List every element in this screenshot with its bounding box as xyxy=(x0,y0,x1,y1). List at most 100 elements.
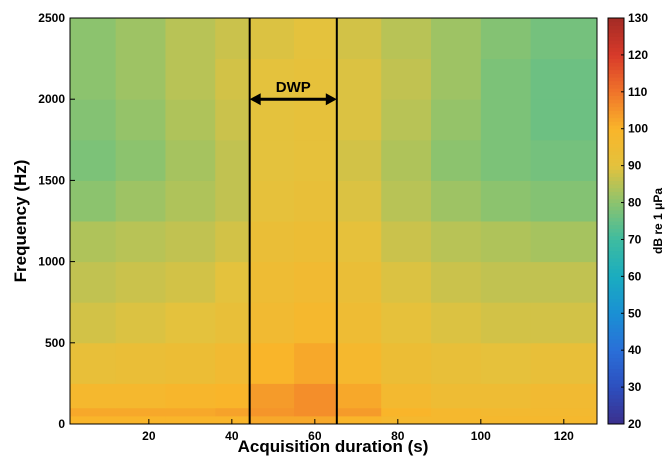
colorbar-swatch xyxy=(608,261,624,266)
heatmap-cell xyxy=(70,139,117,181)
heatmap-cell xyxy=(294,139,337,181)
colorbar-swatch xyxy=(608,84,624,89)
colorbar-swatch xyxy=(608,51,624,56)
colorbar-swatch xyxy=(608,32,624,37)
heatmap-cell xyxy=(530,58,598,100)
heatmap-cell xyxy=(165,139,216,181)
heatmap-cell xyxy=(480,342,532,384)
colorbar-swatch xyxy=(608,361,624,366)
heatmap-cell xyxy=(165,261,216,303)
heatmap-cell xyxy=(115,180,166,222)
colorbar-tick-label: 40 xyxy=(628,343,642,357)
colorbar-swatch xyxy=(608,398,624,403)
colorbar-swatch xyxy=(608,316,624,322)
colorbar-swatch xyxy=(608,176,624,181)
heatmap-cell xyxy=(480,99,532,141)
heatmap-cell xyxy=(70,407,117,417)
colorbar-swatch xyxy=(608,235,624,240)
colorbar-tick-label: 60 xyxy=(628,269,642,283)
colorbar-swatch xyxy=(608,243,624,248)
colorbar-swatch xyxy=(608,180,624,185)
heatmap-cell xyxy=(480,261,532,303)
colorbar-swatch xyxy=(608,36,624,41)
heatmap-cell xyxy=(431,407,482,417)
heatmap-cell xyxy=(335,342,382,384)
heatmap-cell xyxy=(215,407,249,417)
colorbar-swatch xyxy=(608,173,624,178)
heatmap-cell xyxy=(165,407,216,417)
colorbar-swatch xyxy=(608,169,624,174)
heatmap-cell xyxy=(248,407,295,417)
heatmap-cell xyxy=(248,139,295,181)
colorbar-swatch xyxy=(608,121,624,126)
heatmap-cell xyxy=(215,383,249,409)
heatmap-cell xyxy=(70,58,117,100)
heatmap-cell xyxy=(165,302,216,344)
colorbar-swatch xyxy=(608,136,624,141)
y-tick-label: 2500 xyxy=(38,11,65,25)
colorbar-label: dB re 1 μPa xyxy=(651,188,665,254)
heatmap-cell xyxy=(480,302,532,344)
heatmap-cell xyxy=(431,18,482,60)
heatmap-cell xyxy=(480,139,532,181)
heatmap-cell xyxy=(294,58,337,100)
y-axis-label: Frequency (Hz) xyxy=(11,160,30,283)
colorbar-swatch xyxy=(608,77,624,82)
colorbar-swatch xyxy=(608,342,624,347)
heatmap-cell xyxy=(248,221,295,263)
heatmap-cell xyxy=(215,139,249,181)
heatmap-cell xyxy=(294,180,337,222)
heatmap-cell xyxy=(381,261,432,303)
heatmap-cell xyxy=(335,221,382,263)
colorbar-tick-label: 90 xyxy=(628,159,642,173)
colorbar-swatch xyxy=(608,54,624,60)
colorbar-swatch xyxy=(608,113,624,119)
colorbar-tick-label: 130 xyxy=(628,11,648,25)
colorbar-swatch xyxy=(608,401,624,407)
colorbar-swatch xyxy=(608,91,624,97)
y-tick-label: 2000 xyxy=(38,92,65,106)
colorbar-swatch xyxy=(608,313,624,318)
colorbar-swatch xyxy=(608,364,624,370)
colorbar-swatch xyxy=(608,232,624,237)
colorbar-swatch xyxy=(608,209,624,215)
heatmap-cell xyxy=(381,180,432,222)
colorbar-swatch xyxy=(608,283,624,288)
heatmap-cell xyxy=(215,261,249,303)
colorbar-swatch xyxy=(608,187,624,192)
arrow-head xyxy=(249,93,261,106)
heatmap-cell xyxy=(294,407,337,417)
heatmap-cell xyxy=(115,221,166,263)
heatmap-cell xyxy=(294,99,337,141)
heatmap-cell xyxy=(70,342,117,384)
colorbar-swatch xyxy=(608,350,624,355)
colorbar-swatch xyxy=(608,158,624,163)
colorbar-tick-label: 80 xyxy=(628,196,642,210)
colorbar-swatch xyxy=(608,276,624,281)
x-tick-label: 80 xyxy=(391,429,405,443)
colorbar-swatch xyxy=(608,268,624,274)
heatmap-cell xyxy=(480,58,532,100)
dwp-label: DWP xyxy=(276,79,311,96)
heatmap-cell xyxy=(248,261,295,303)
heatmap-cell xyxy=(431,221,482,263)
x-tick-label: 120 xyxy=(554,429,574,443)
heatmap-cell xyxy=(381,302,432,344)
heatmap-cell xyxy=(431,180,482,222)
colorbar-swatch xyxy=(608,195,624,200)
colorbar-swatch xyxy=(608,383,624,388)
heatmap-cell xyxy=(115,99,166,141)
y-tick-label: 500 xyxy=(45,336,65,350)
colorbar-swatch xyxy=(608,29,624,34)
colorbar-swatch xyxy=(608,420,624,425)
colorbar-swatch xyxy=(608,65,624,71)
colorbar-swatch xyxy=(608,302,624,307)
heatmap-cell xyxy=(115,58,166,100)
heatmap-cell xyxy=(115,139,166,181)
heatmap-cell xyxy=(431,383,482,409)
colorbar-swatch xyxy=(608,117,624,122)
heatmap-cell xyxy=(294,221,337,263)
heatmap-cell xyxy=(70,302,117,344)
heatmap-cell xyxy=(248,180,295,222)
heatmap-cell xyxy=(248,383,295,409)
